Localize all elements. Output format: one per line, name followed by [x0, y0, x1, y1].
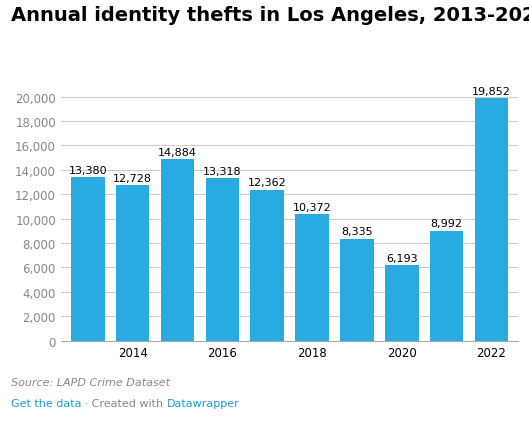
Bar	[475, 99, 508, 341]
Bar	[385, 265, 418, 341]
Bar	[340, 239, 374, 341]
Text: 6,193: 6,193	[386, 253, 417, 263]
Text: 19,852: 19,852	[472, 87, 511, 97]
Text: 12,728: 12,728	[113, 173, 152, 184]
Text: Get the data: Get the data	[11, 398, 81, 408]
Text: 13,318: 13,318	[203, 166, 242, 176]
Text: 14,884: 14,884	[158, 147, 197, 157]
Text: Source: LAPD Crime Dataset: Source: LAPD Crime Dataset	[11, 377, 170, 387]
Bar	[295, 215, 329, 341]
Text: 13,380: 13,380	[68, 166, 107, 176]
Bar	[116, 186, 149, 341]
Bar	[430, 231, 463, 341]
Text: 10,372: 10,372	[293, 202, 332, 212]
Text: 8,335: 8,335	[341, 227, 373, 237]
Bar	[250, 190, 284, 341]
Text: 8,992: 8,992	[431, 219, 463, 229]
Bar	[161, 160, 194, 341]
Bar	[71, 178, 105, 341]
Text: 12,362: 12,362	[248, 178, 287, 188]
Text: Annual identity thefts in Los Angeles, 2013-2022: Annual identity thefts in Los Angeles, 2…	[11, 6, 529, 25]
Bar	[205, 178, 239, 341]
Text: · Created with: · Created with	[81, 398, 167, 408]
Text: Datawrapper: Datawrapper	[167, 398, 240, 408]
